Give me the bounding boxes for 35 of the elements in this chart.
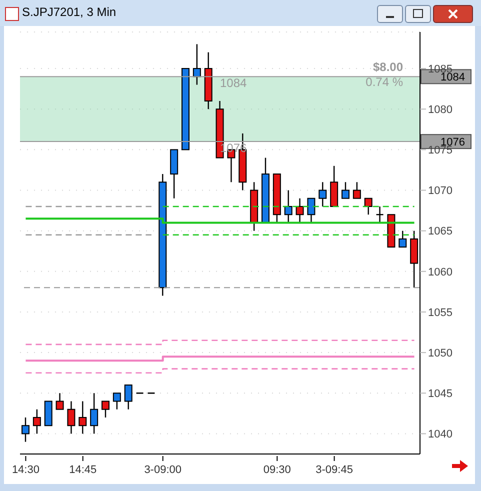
annotation: 1084	[220, 76, 248, 90]
candlestick	[102, 400, 110, 418]
candlestick	[318, 182, 327, 208]
candlestick	[32, 408, 41, 434]
candlestick	[112, 392, 121, 410]
annotation: $8.00	[372, 60, 403, 74]
y-tick-label: 1060	[428, 266, 452, 278]
y-tick-label: 1040	[428, 428, 452, 441]
y-tick-label: 1070	[428, 185, 452, 198]
x-tick-label: 09:30	[263, 464, 291, 476]
candlestick	[398, 230, 407, 248]
candlestick	[67, 400, 76, 434]
candlestick	[78, 400, 87, 434]
candlestick	[90, 392, 98, 434]
y-tick-label: 1080	[428, 104, 452, 116]
x-tick-label: 14:45	[69, 464, 97, 476]
candlestick	[342, 182, 350, 199]
x-tick-label: 3-09:45	[316, 464, 353, 476]
y-tick-label: 1065	[428, 226, 452, 238]
x-tick-label: 14:30	[12, 464, 40, 476]
annotation: 0.74 %	[366, 75, 403, 89]
y-tick-label: 1055	[428, 306, 452, 319]
candlestick	[296, 198, 304, 224]
x-tick-label: 3-09:00	[144, 464, 182, 476]
candlestick	[364, 198, 372, 216]
candlestick	[22, 416, 30, 442]
candlestick	[284, 190, 292, 224]
y-tick-label: 1045	[428, 388, 452, 400]
y-tick-label: 1050	[428, 347, 452, 360]
chart-title: S.JPJ7201, 3 Min	[22, 5, 116, 19]
candlestick	[56, 392, 64, 410]
candlestick	[124, 384, 132, 410]
candlestick	[352, 182, 361, 199]
ref-line-label: 1084	[440, 72, 465, 84]
candlestick	[307, 198, 316, 224]
